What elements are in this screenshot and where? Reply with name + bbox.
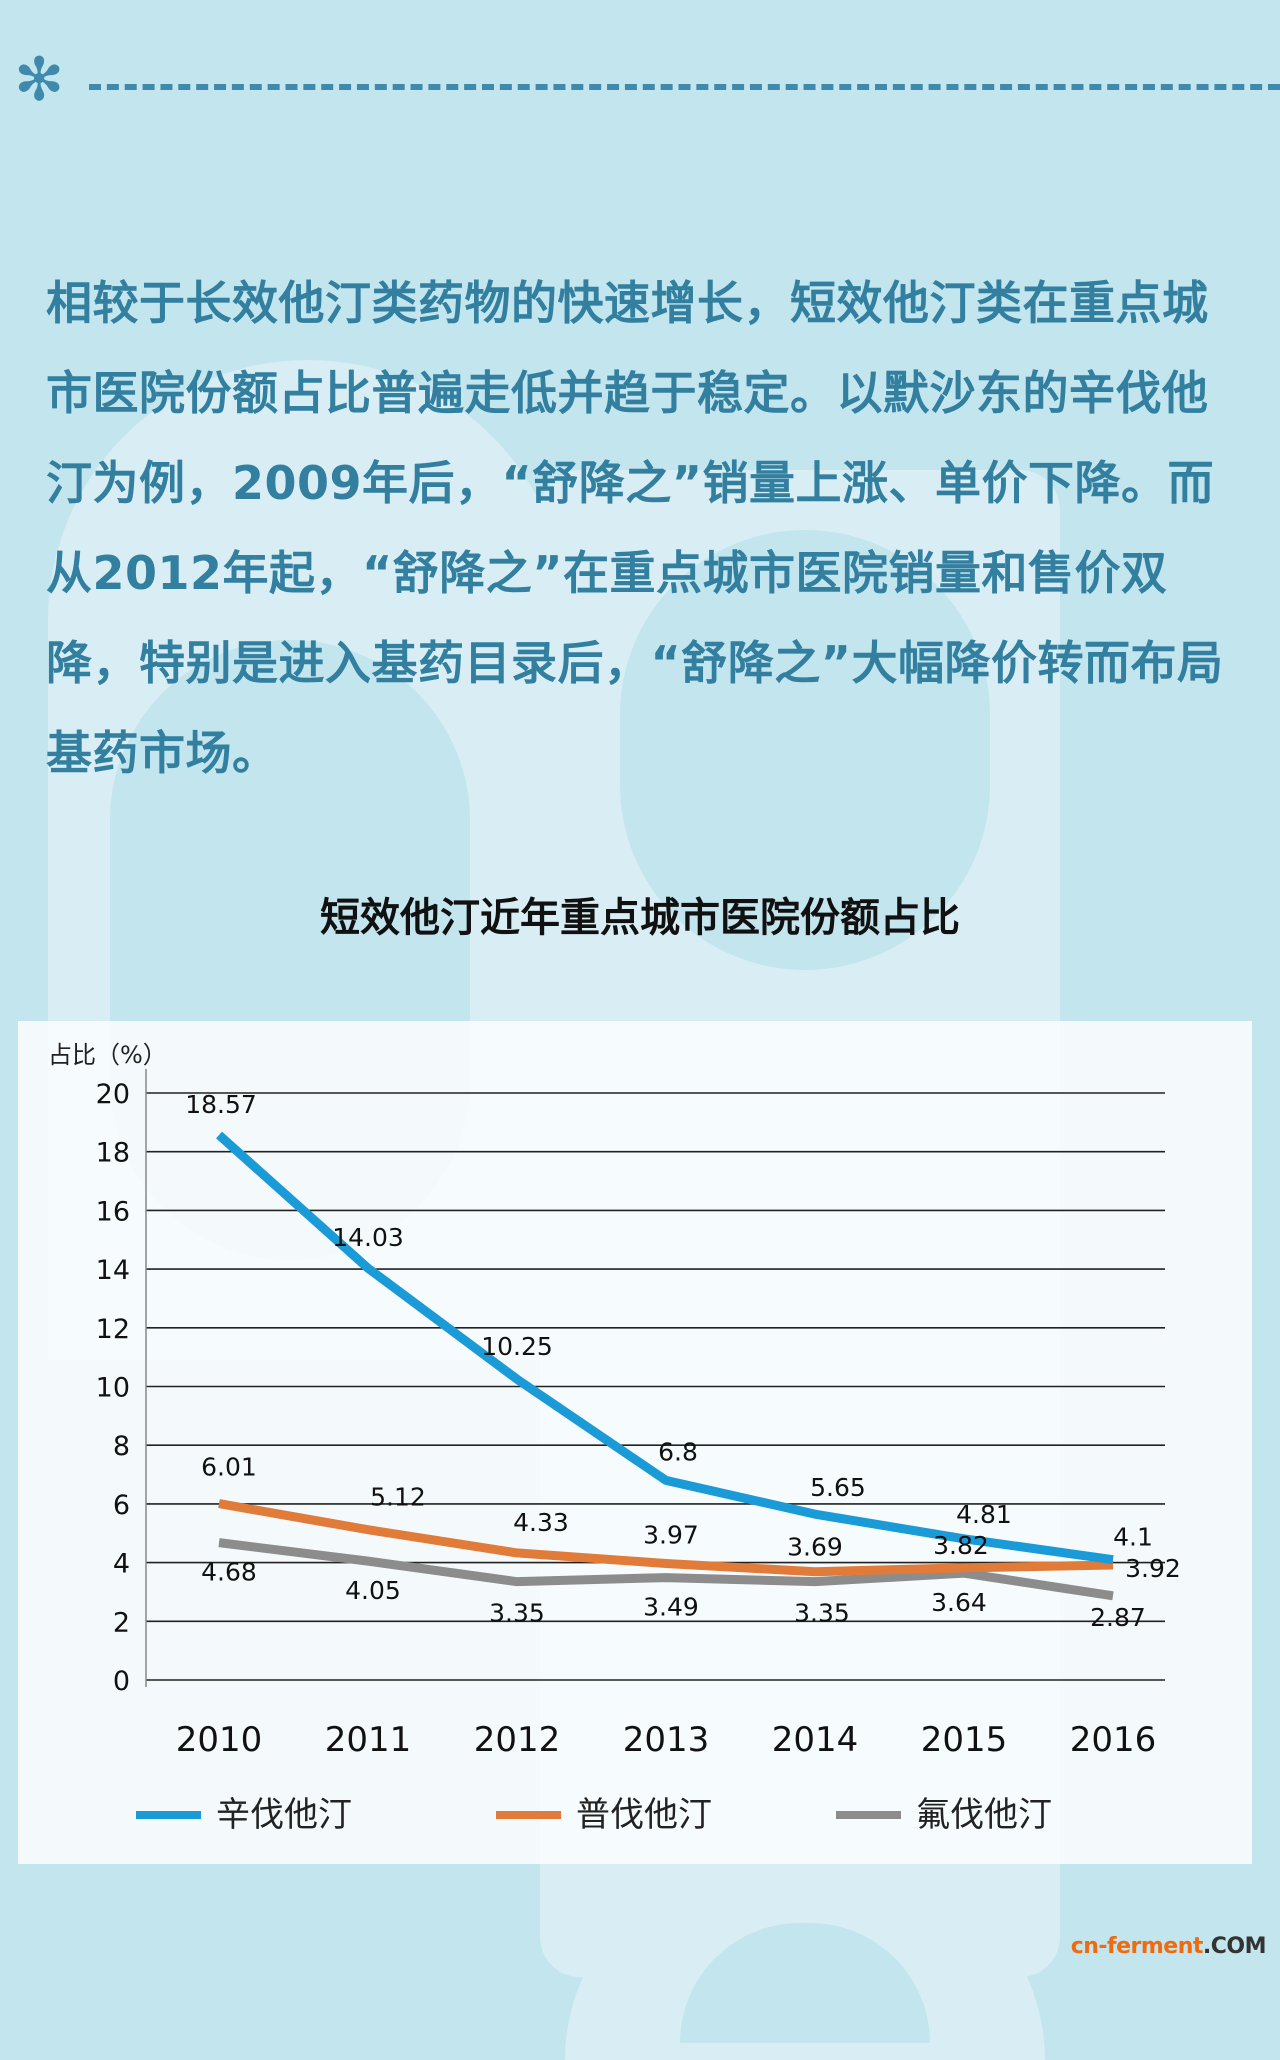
data-label: 3.35: [794, 1599, 850, 1628]
y-tick-label: 6: [113, 1490, 130, 1521]
x-tick-label: 2010: [176, 1720, 263, 1760]
x-axis-ticks: 2010 2011 2012 2013 2014 2015 2016: [176, 1720, 1157, 1760]
site-watermark: cn-ferment.COM: [1070, 1934, 1267, 1959]
legend-label: 氟伐他汀: [916, 1795, 1052, 1835]
line-chart: 占比（%） 0 2 4 6 8 10 12 14 16 18 20 2010 2011 2012 2013…: [48, 1041, 1181, 1835]
x-tick-label: 2011: [325, 1720, 412, 1760]
legend-label: 普伐他汀: [576, 1795, 712, 1835]
data-label: 2.87: [1090, 1603, 1146, 1632]
data-label: 18.57: [185, 1090, 257, 1119]
data-label: 4.81: [956, 1500, 1012, 1529]
watermark-tld: .COM: [1202, 1934, 1267, 1959]
y-tick-label: 16: [96, 1196, 130, 1227]
legend-item: 普伐他汀: [496, 1795, 712, 1835]
data-label: 6.01: [201, 1453, 257, 1482]
data-label: 4.68: [201, 1558, 257, 1587]
y-axis-label: 占比（%）: [48, 1041, 167, 1069]
data-label: 3.69: [787, 1533, 843, 1562]
data-label: 5.65: [810, 1473, 866, 1502]
x-tick-label: 2012: [474, 1720, 561, 1760]
watermark-brand: cn-ferment: [1070, 1934, 1204, 1959]
y-tick-label: 4: [113, 1549, 130, 1580]
series-lines: [216, 1131, 1114, 1601]
data-labels: 18.57 14.03 10.25 6.8 5.65 4.81 4.1 6.01 5.12 4.3…: [185, 1090, 1181, 1632]
series-line: [216, 1131, 1114, 1565]
legend-item: 辛伐他汀: [136, 1795, 352, 1835]
y-tick-label: 8: [113, 1431, 130, 1462]
data-label: 10.25: [481, 1332, 553, 1361]
data-label: 3.49: [643, 1593, 699, 1622]
asterisk-icon: ✻: [14, 45, 65, 115]
legend-swatch: [836, 1811, 901, 1819]
data-label: 3.35: [489, 1599, 545, 1628]
data-label: 4.1: [1113, 1523, 1153, 1552]
data-label: 3.97: [643, 1520, 699, 1549]
legend-swatch: [496, 1811, 561, 1819]
data-label: 3.82: [933, 1531, 989, 1560]
series-line: [218, 1538, 1114, 1601]
chart-title: 短效他汀近年重点城市医院份额占比: [320, 895, 960, 941]
data-label: 4.33: [513, 1508, 569, 1537]
background-shape: [620, 530, 990, 970]
section-divider: ✻: [14, 50, 1280, 110]
y-tick-label: 10: [96, 1373, 130, 1404]
y-axis-ticks: 0 2 4 6 8 10 12 14 16 18 20: [96, 1079, 130, 1697]
dashed-line: [89, 84, 1280, 90]
x-tick-label: 2015: [921, 1720, 1008, 1760]
gridlines: [146, 1092, 1165, 1681]
data-label: 14.03: [332, 1223, 404, 1252]
data-label: 6.8: [658, 1437, 698, 1466]
data-label: 3.92: [1125, 1554, 1181, 1583]
x-tick-label: 2014: [772, 1720, 859, 1760]
intro-paragraph: 相较于长效他汀类药物的快速增长，短效他汀类在重点城市医院份额占比普遍走低并趋于稳…: [46, 276, 1224, 780]
legend-swatch: [136, 1811, 201, 1819]
y-tick-label: 12: [96, 1314, 130, 1345]
y-tick-label: 18: [96, 1138, 130, 1169]
data-label: 5.12: [370, 1483, 426, 1512]
legend: 辛伐他汀 普伐他汀 氟伐他汀: [136, 1795, 1052, 1835]
y-tick-label: 20: [96, 1079, 130, 1110]
chart-panel: 占比（%） 0 2 4 6 8 10 12 14 16 18 20 2010 2011 2012 2013…: [18, 1021, 1252, 1864]
legend-label: 辛伐他汀: [216, 1795, 352, 1835]
y-tick-label: 14: [96, 1255, 130, 1286]
data-label: 3.64: [931, 1588, 987, 1617]
y-tick-label: 2: [113, 1607, 130, 1638]
data-label: 4.05: [345, 1576, 401, 1605]
x-tick-label: 2013: [623, 1720, 710, 1760]
legend-item: 氟伐他汀: [836, 1795, 1052, 1835]
series-line: [218, 1499, 1114, 1577]
x-tick-label: 2016: [1070, 1720, 1157, 1760]
y-tick-label: 0: [113, 1666, 130, 1697]
